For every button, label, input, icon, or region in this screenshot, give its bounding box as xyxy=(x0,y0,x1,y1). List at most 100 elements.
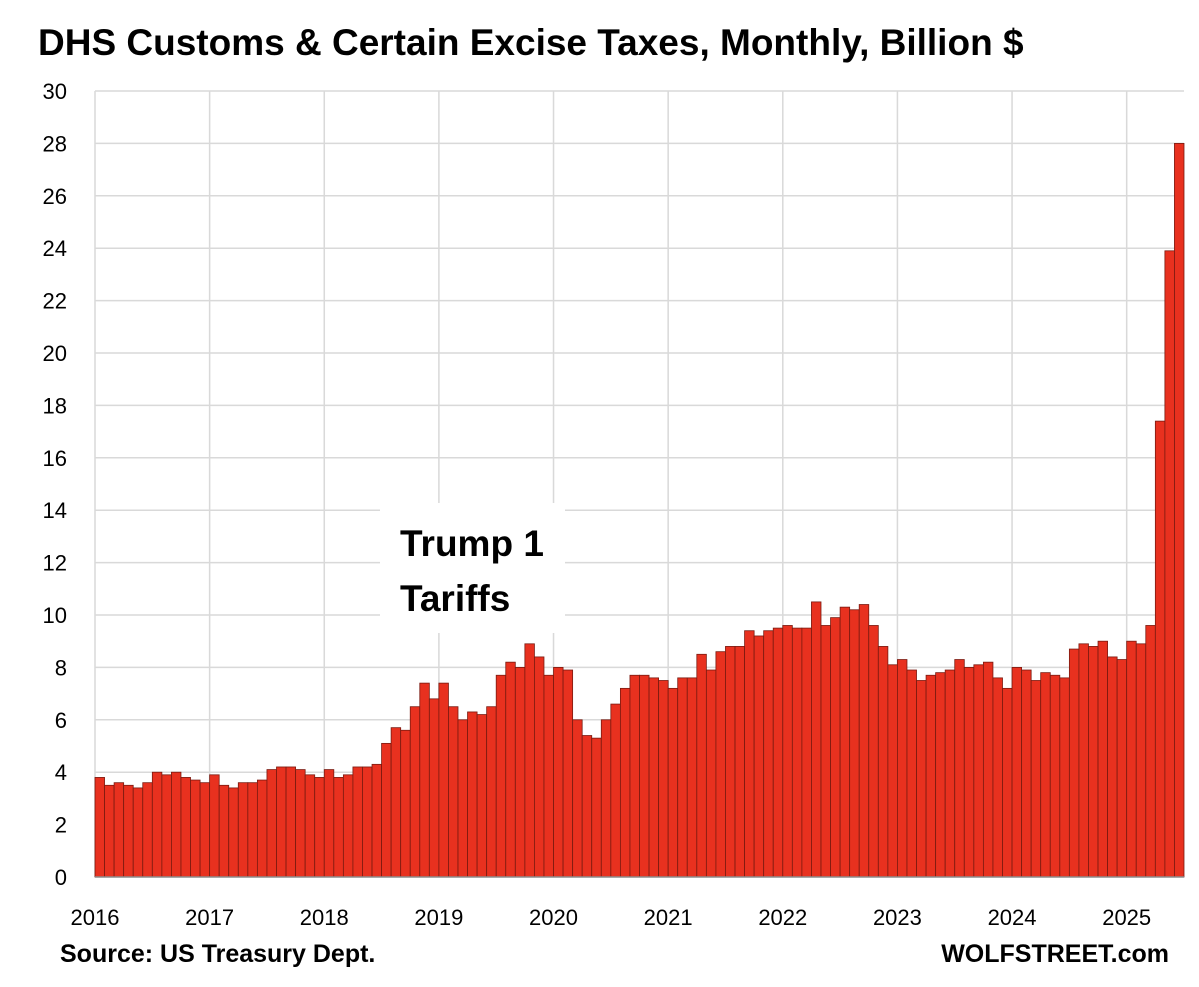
bar xyxy=(562,669,574,878)
bar xyxy=(438,682,449,878)
bar xyxy=(342,774,354,878)
bar xyxy=(161,774,172,878)
bar xyxy=(1145,625,1156,878)
source-note: Source: US Treasury Dept. xyxy=(60,940,376,968)
bar xyxy=(228,787,239,878)
bar xyxy=(1097,640,1108,878)
bar xyxy=(390,727,402,878)
bar xyxy=(982,661,994,878)
bar xyxy=(887,664,898,878)
chart-title: DHS Customs & Certain Excise Taxes, Mont… xyxy=(38,22,1024,63)
bar xyxy=(428,698,440,878)
bar xyxy=(314,777,325,878)
y-tick-label: 0 xyxy=(55,865,67,890)
bar xyxy=(199,782,211,878)
bar xyxy=(1174,142,1185,878)
bar xyxy=(916,680,927,878)
bar xyxy=(935,672,946,878)
y-tick-label: 28 xyxy=(43,131,67,156)
x-tick-label: 2024 xyxy=(988,905,1037,930)
bar xyxy=(925,674,937,878)
bar xyxy=(113,782,125,878)
bar xyxy=(1107,656,1118,878)
bar xyxy=(963,667,975,878)
bar xyxy=(524,643,535,878)
y-tick-label: 24 xyxy=(43,236,67,261)
y-tick-label: 12 xyxy=(43,551,67,576)
bar xyxy=(1088,646,1099,878)
bar xyxy=(1126,640,1137,878)
bar xyxy=(104,784,115,878)
annotation: Trump 1 Tariffs xyxy=(380,503,565,633)
bar xyxy=(830,617,841,878)
y-tick-label: 18 xyxy=(43,393,67,418)
bar xyxy=(973,664,984,878)
bar xyxy=(209,774,220,878)
bar xyxy=(801,627,812,878)
y-tick-label: 14 xyxy=(43,498,67,523)
bar xyxy=(763,630,774,878)
bar xyxy=(247,782,258,878)
bar xyxy=(467,711,478,878)
y-tick-label: 16 xyxy=(43,446,67,471)
bar xyxy=(619,687,631,878)
bar xyxy=(696,653,707,878)
x-tick-label: 2021 xyxy=(644,905,693,930)
bar xyxy=(276,766,287,878)
bar xyxy=(868,625,879,878)
annotation-line-1: Trump 1 xyxy=(400,523,544,564)
bar xyxy=(1135,643,1147,878)
x-tick-label: 2019 xyxy=(414,905,463,930)
bar xyxy=(897,659,908,878)
bar xyxy=(610,703,621,878)
bar xyxy=(295,769,306,878)
x-tick-label: 2020 xyxy=(529,905,578,930)
bar xyxy=(639,674,650,878)
x-axis-ticks: 2016 2017 2018 2019 2020 2021 2022 2023 2024 2025 xyxy=(71,905,1152,930)
x-tick-label: 2016 xyxy=(71,905,120,930)
x-tick-label: 2017 xyxy=(185,905,234,930)
bar xyxy=(476,714,488,878)
bar xyxy=(419,682,430,878)
bar xyxy=(677,677,688,878)
bar xyxy=(400,729,411,878)
bar xyxy=(371,763,382,878)
bar xyxy=(629,674,640,878)
y-tick-label: 22 xyxy=(43,289,67,314)
bar xyxy=(744,630,755,878)
bar xyxy=(1059,677,1070,878)
bar xyxy=(782,625,793,878)
bar xyxy=(94,777,105,878)
y-tick-label: 20 xyxy=(43,341,67,366)
bar xyxy=(151,771,163,878)
bar xyxy=(648,677,659,878)
bar xyxy=(1040,672,1051,878)
bar xyxy=(448,706,459,878)
bar xyxy=(171,771,182,878)
x-tick-label: 2023 xyxy=(873,905,922,930)
bar xyxy=(1078,643,1089,878)
bar xyxy=(734,646,745,878)
bar xyxy=(1116,659,1128,878)
bar xyxy=(877,646,889,878)
bar xyxy=(581,735,593,878)
bar xyxy=(858,604,870,878)
brand-label: WOLFSTREET.com xyxy=(941,940,1169,968)
bar xyxy=(1164,250,1175,878)
bar xyxy=(256,779,268,878)
bar xyxy=(1068,648,1080,878)
bar xyxy=(180,777,191,878)
bar xyxy=(667,687,679,878)
bar xyxy=(811,601,822,878)
bar xyxy=(753,635,765,878)
bar xyxy=(1049,674,1061,878)
bar xyxy=(237,782,249,878)
bar xyxy=(658,680,669,878)
bar xyxy=(906,669,917,878)
bar xyxy=(218,784,230,878)
y-tick-label: 4 xyxy=(55,760,67,785)
bar xyxy=(333,777,344,878)
bar xyxy=(543,674,554,878)
